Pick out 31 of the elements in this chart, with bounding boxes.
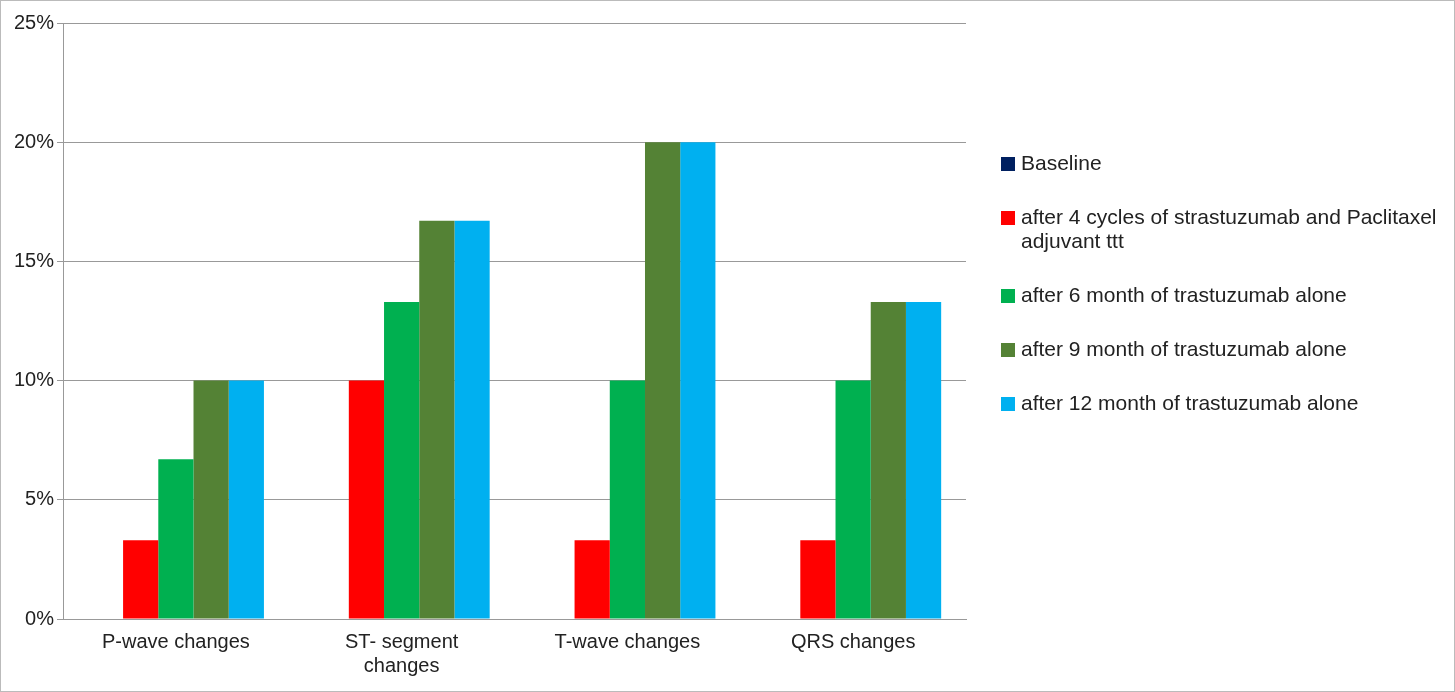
bar bbox=[228, 380, 264, 619]
legend-label: after 4 cycles of strastuzumab and Paclitaxel adjuvant ttt bbox=[1021, 205, 1438, 253]
y-tick-label: 0% bbox=[25, 606, 55, 629]
legend-label: after 9 month of trastuzumab alone bbox=[1021, 337, 1347, 361]
bar bbox=[123, 540, 159, 619]
bar bbox=[419, 220, 455, 619]
bar bbox=[193, 380, 229, 619]
bar bbox=[870, 301, 906, 619]
y-tick-label: 20% bbox=[14, 129, 55, 152]
y-tick-label: 10% bbox=[14, 368, 55, 391]
bar bbox=[384, 301, 420, 619]
bar bbox=[158, 459, 194, 619]
bar bbox=[574, 540, 610, 619]
y-tick-label: 5% bbox=[25, 487, 55, 510]
bar bbox=[348, 380, 385, 619]
legend-label: after 6 month of trastuzumab alone bbox=[1021, 283, 1347, 307]
legend-label: after 12 month of trastuzumab alone bbox=[1021, 391, 1359, 415]
bar bbox=[835, 380, 871, 619]
bar bbox=[905, 301, 942, 619]
x-tick-label: ST- segment changes bbox=[344, 629, 459, 676]
x-tick-label: P-wave changes bbox=[101, 629, 250, 652]
x-tick-label: QRS changes bbox=[790, 629, 916, 652]
bar bbox=[644, 142, 681, 619]
x-tick-label: T-wave changes bbox=[554, 629, 701, 652]
bar bbox=[454, 220, 490, 619]
legend-label: Baseline bbox=[1021, 151, 1102, 175]
bar bbox=[609, 380, 645, 619]
y-tick-label: 25% bbox=[14, 10, 55, 33]
bar bbox=[680, 142, 716, 619]
y-tick-label: 15% bbox=[14, 248, 55, 271]
bar bbox=[800, 540, 836, 619]
